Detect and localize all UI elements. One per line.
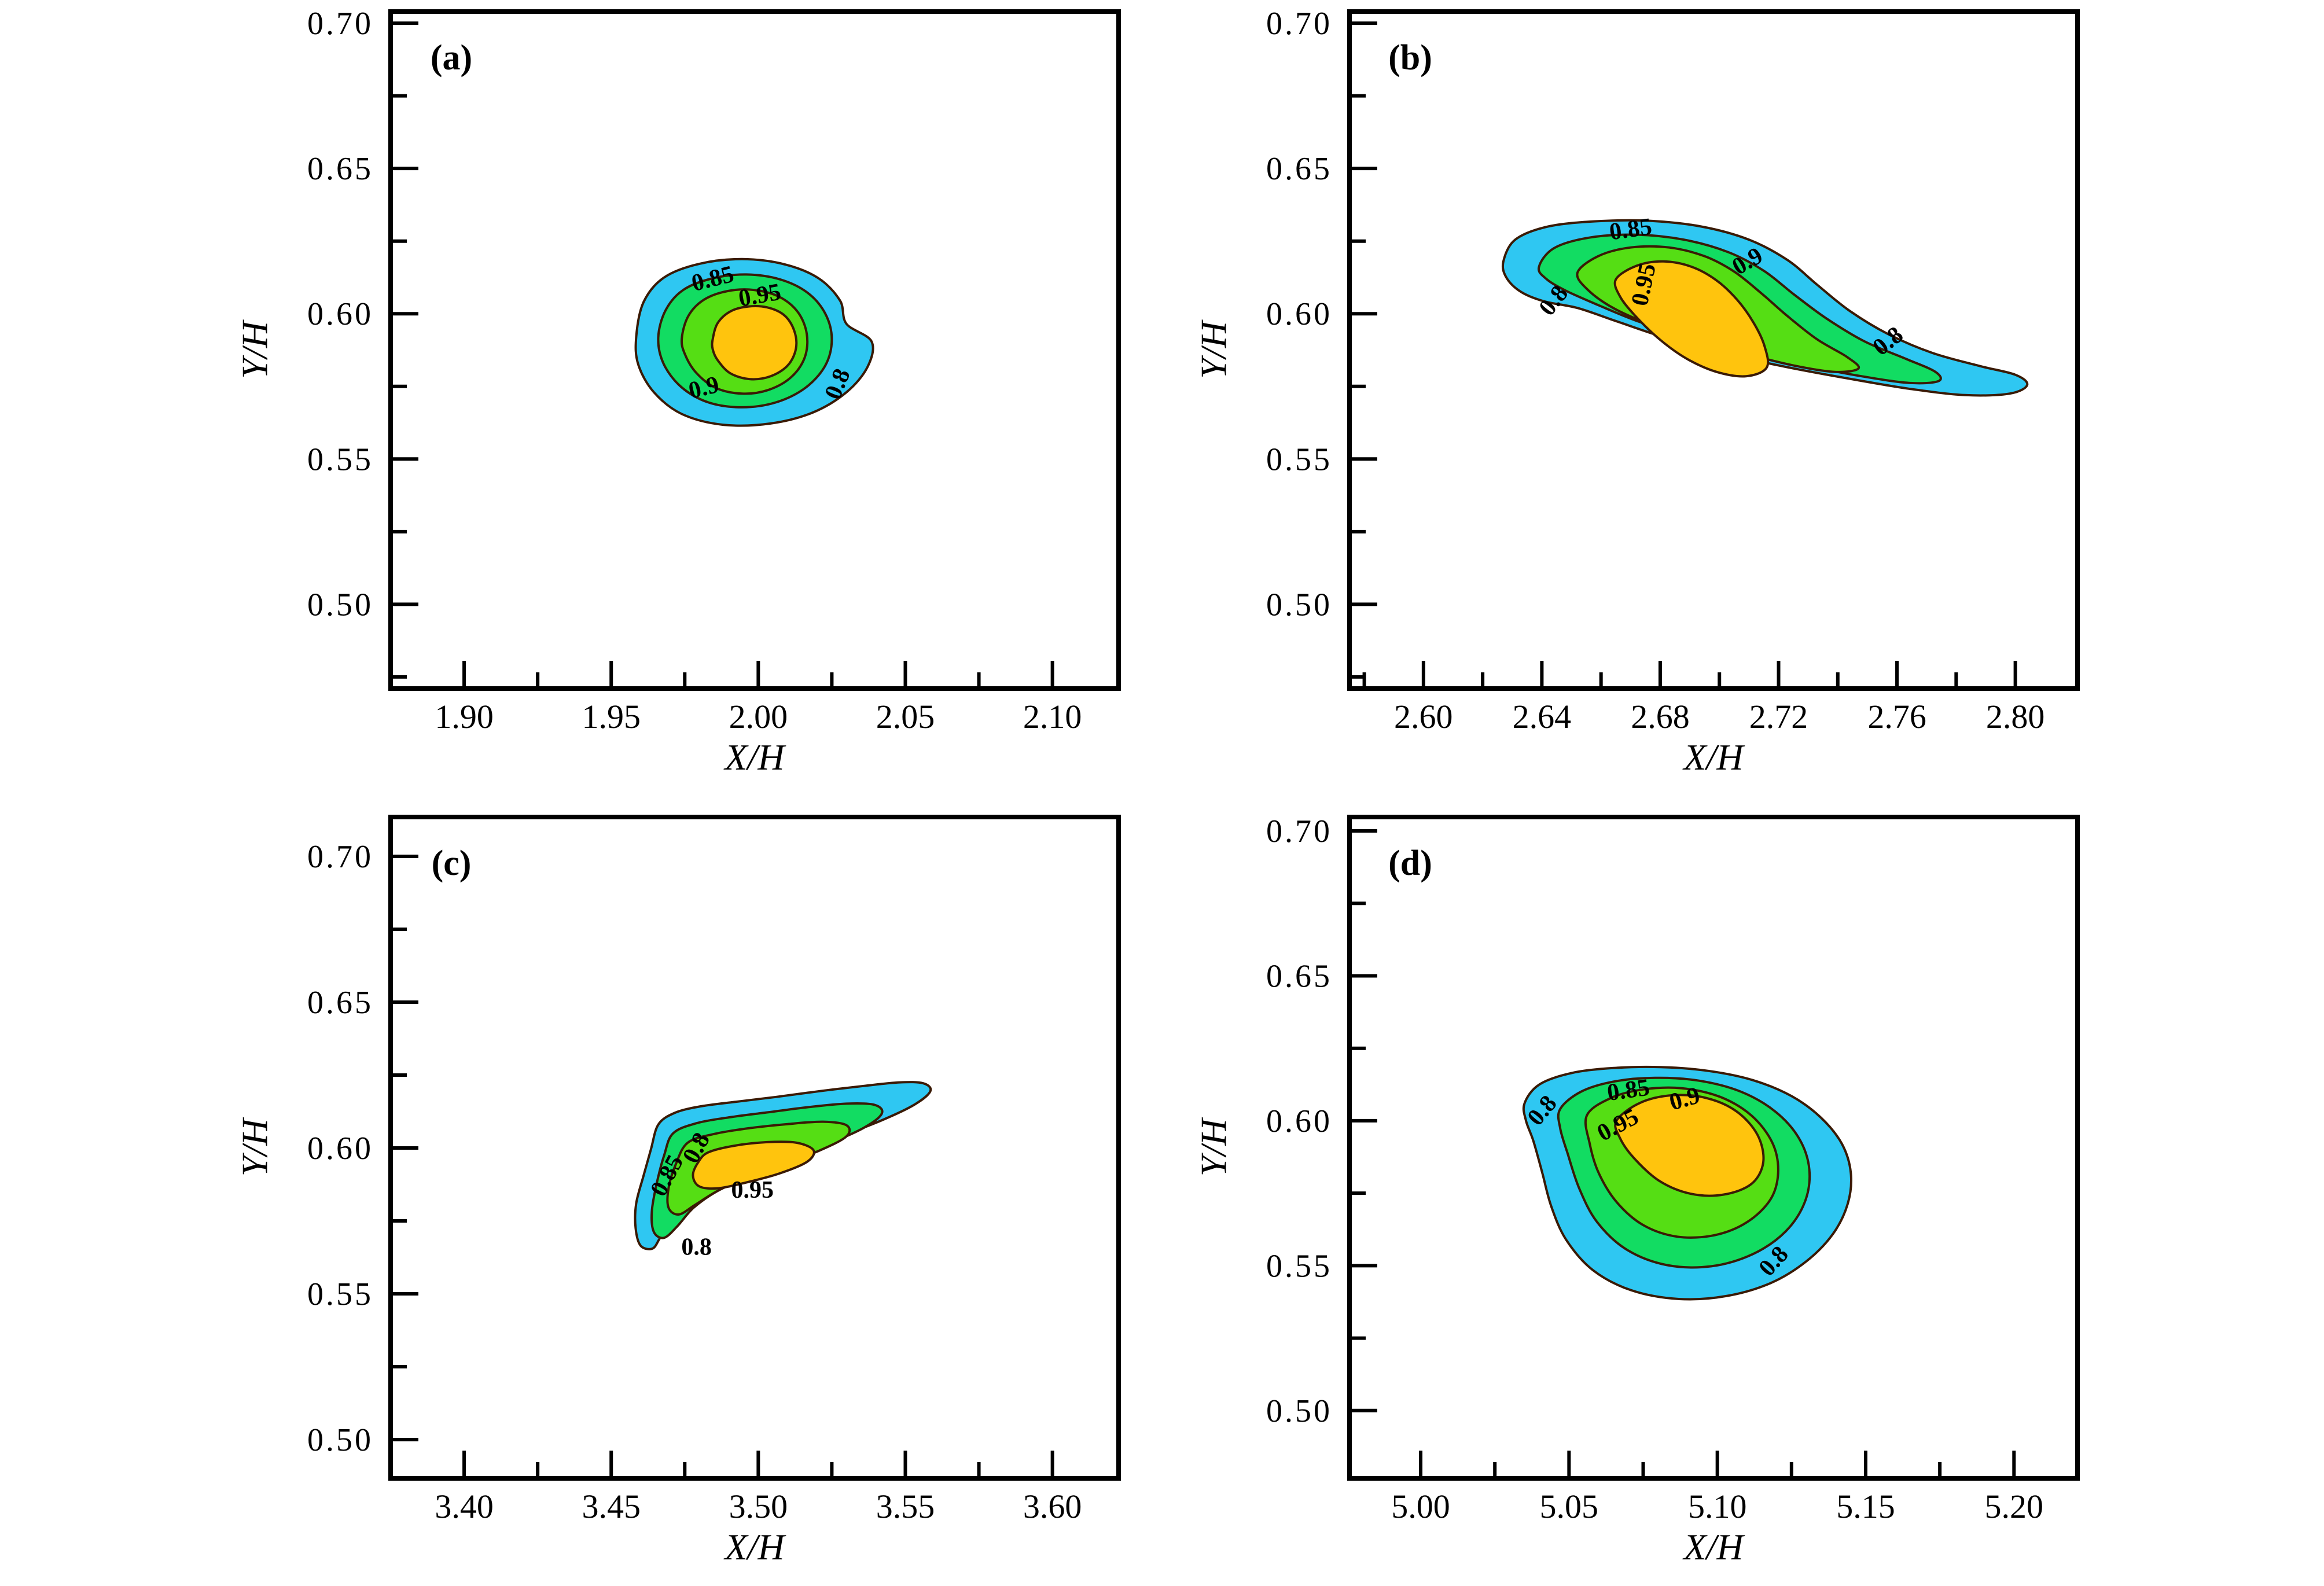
panel-d-xtick-label: 5.15: [1836, 1488, 1895, 1525]
panel-a-xtick-label: 1.90: [435, 698, 494, 735]
panel-d-ytick-label: 0.65: [1266, 959, 1332, 995]
panel-a-ytick-label: 0.60: [307, 296, 373, 332]
panel-b-xtick-label: 2.72: [1749, 698, 1808, 735]
panel-a-xtick-label: 2.05: [876, 698, 935, 735]
panel-b-xtick-label: 2.80: [1986, 698, 2045, 735]
panel-a-x-axis-label: X/H: [723, 737, 786, 778]
panel-b-contour-label-1: 0.85: [1608, 214, 1653, 246]
panel-b-xtick-label: 2.76: [1867, 698, 1926, 735]
panel-b-xtick-label: 2.68: [1631, 698, 1690, 735]
panel-a-letter: (a): [431, 38, 472, 78]
panel-b-ytick-label: 0.60: [1266, 296, 1332, 332]
panel-b-ytick-label: 0.65: [1266, 151, 1332, 187]
panel-c-ytick-label: 0.55: [307, 1276, 373, 1312]
panel-b-y-axis-label: Y/H: [1193, 319, 1234, 378]
panel-b-ytick-label: 0.55: [1266, 441, 1332, 477]
panel-d-contour-0.95: [1614, 1094, 1765, 1197]
panel-d-ytick-label: 0.70: [1266, 814, 1332, 849]
panel-d-xtick-label: 5.10: [1688, 1488, 1747, 1525]
panel-b-ytick-label: 0.50: [1266, 587, 1332, 623]
panel-a-xtick-label: 1.95: [582, 698, 641, 735]
panel-c-xtick-label: 3.50: [729, 1488, 788, 1525]
panel-b-contour-0.95: [1613, 260, 1770, 378]
panel-b-xtick-label: 2.64: [1513, 698, 1572, 735]
panel-a: 0.85 0.950.9 0.81.90 1.95 2.00 2.05 2.100.500.…: [234, 6, 1121, 778]
panel-a-plot-box: [388, 9, 1121, 691]
panel-a-ytick-label: 0.55: [307, 441, 373, 477]
panel-c-y-axis-label: Y/H: [234, 1117, 275, 1176]
panel-a-ytick-label: 0.70: [307, 6, 373, 42]
panel-d-xtick-label: 5.05: [1540, 1488, 1599, 1525]
panel-d-x-axis-label: X/H: [1682, 1526, 1745, 1567]
panel-d-xtick-label: 5.20: [1985, 1488, 2044, 1525]
panel-d-plot-box: [1347, 815, 2080, 1481]
panel-c-contour-label-3: 0.8: [681, 1234, 712, 1260]
panel-b-x-axis-label: X/H: [1682, 737, 1745, 778]
panel-c-xtick-label: 3.55: [876, 1488, 935, 1525]
panel-c-ytick-label: 0.65: [307, 985, 373, 1021]
panel-c-ytick-label: 0.70: [307, 839, 373, 875]
panel-a-xtick-label: 2.10: [1023, 698, 1082, 735]
panel-c-letter: (c): [432, 844, 472, 883]
panel-a-xtick-label: 2.00: [729, 698, 788, 735]
panel-d: 0.80.85 0.90.950.85.00 5.05 5.10 5.15 5.200.5…: [1193, 814, 2080, 1567]
panel-d-ytick-label: 0.55: [1266, 1248, 1332, 1284]
panel-c-x-axis-label: X/H: [723, 1526, 786, 1567]
panel-d-ytick-label: 0.60: [1266, 1103, 1332, 1139]
panel-d-ytick-label: 0.50: [1266, 1393, 1332, 1429]
panel-a-contour-0.95: [711, 304, 798, 381]
panel-d-xtick-label: 5.00: [1391, 1488, 1450, 1525]
panel-d-y-axis-label: Y/H: [1193, 1117, 1234, 1176]
panel-a-ytick-label: 0.65: [307, 151, 373, 187]
panel-c-ytick-label: 0.50: [307, 1422, 373, 1458]
panel-b: 0.80.850.95 0.90.82.60 2.64 2.68 2.72 2.76 2.8…: [1193, 6, 2080, 778]
panel-c: 0.850.80.950.83.40 3.45 3.50 3.55 3.600.500.…: [234, 815, 1121, 1567]
panel-b-ytick-label: 0.70: [1266, 6, 1332, 42]
panel-c-contour-0.95: [692, 1140, 815, 1190]
panel-c-ytick-label: 0.60: [307, 1131, 373, 1166]
panel-c-xtick-label: 3.45: [582, 1488, 641, 1525]
panel-c-xtick-label: 3.40: [435, 1488, 494, 1525]
panel-a-y-axis-label: Y/H: [234, 319, 275, 378]
panel-d-contour-label-1: 0.85: [1605, 1074, 1651, 1106]
panel-c-xtick-label: 3.60: [1023, 1488, 1082, 1525]
panel-b-xtick-label: 2.60: [1394, 698, 1453, 735]
panel-a-ytick-label: 0.50: [307, 587, 373, 623]
panel-d-letter: (d): [1388, 844, 1432, 883]
panel-b-plot-box: [1347, 9, 2080, 691]
panel-b-letter: (b): [1388, 38, 1432, 78]
panel-c-contour-label-2: 0.95: [731, 1177, 774, 1204]
